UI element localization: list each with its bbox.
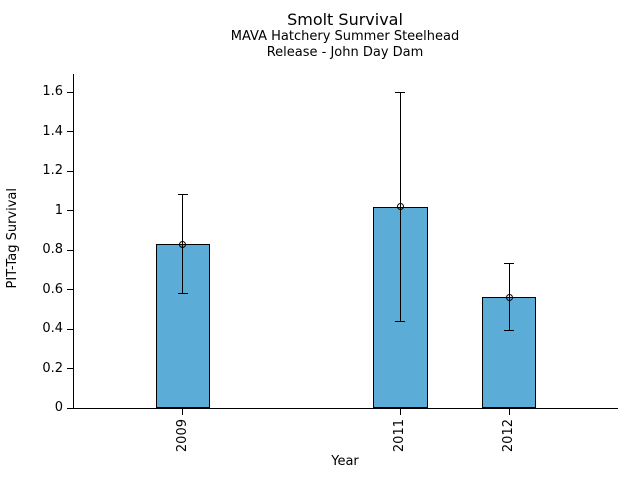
mean-marker [179,240,187,248]
error-bar-cap-top [395,91,406,93]
x-tick [508,408,510,415]
y-tick-label: 1 [54,202,63,218]
chart-subtitle-line1: MAVA Hatchery Summer Steelhead [230,29,460,44]
y-tick [67,289,74,290]
chart-title: Smolt Survival [287,10,403,29]
y-tick-label: 1.4 [42,123,63,139]
x-tick-label: 2009 [174,419,190,453]
y-tick [67,170,74,172]
y-tick [67,131,74,132]
plot-area: 0 0.2 0.4 0.6 0.8 1 1.2 1.4 1.6 2009 2011 2012 [42,74,618,452]
error-bar-cap-top [504,263,515,265]
error-bar-cap-bottom [395,320,406,322]
y-tick [67,249,74,251]
y-tick-label: 0.2 [42,360,63,376]
error-bar-cap-top [177,194,188,196]
x-tick-label: 2012 [501,419,517,453]
mean-marker [505,293,513,301]
x-axis-label: Year [331,454,359,469]
x-tick [182,408,184,415]
y-tick-label: 1.2 [42,163,63,178]
error-bar-cap-bottom [177,292,188,294]
y-tick [67,407,74,409]
y-tick-label: 0.6 [42,281,63,297]
y-tick [67,91,74,93]
mean-marker [396,203,404,211]
x-tick-label: 2011 [392,419,408,453]
y-tick [67,210,74,211]
x-tick [399,408,401,415]
chart-subtitle-line2: Release - John Day Dam [266,45,424,60]
y-tick-label: 1.6 [42,84,63,99]
y-tick-label: 0 [54,400,63,415]
error-bar-cap-bottom [504,330,515,332]
y-tick [67,368,74,369]
y-tick-label: 0.8 [42,242,63,257]
y-tick [67,328,74,330]
y-tick-label: 0.4 [42,321,63,336]
